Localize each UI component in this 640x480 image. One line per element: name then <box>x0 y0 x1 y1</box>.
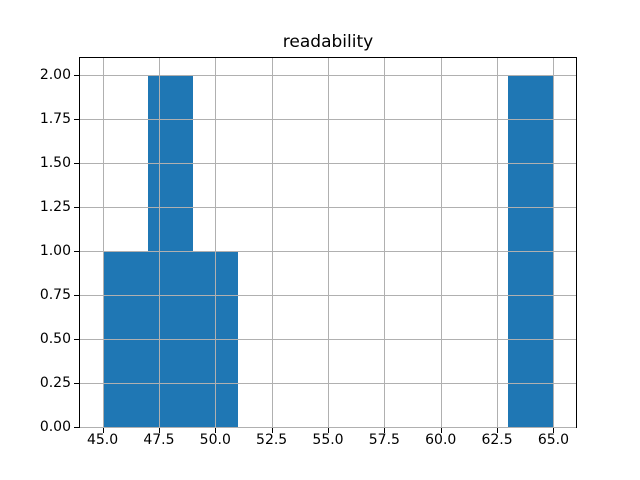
y-tick-mark <box>74 427 79 429</box>
x-tick-label: 57.5 <box>368 431 400 448</box>
y-tick-label: 1.75 <box>39 110 71 127</box>
x-gridline <box>440 57 442 428</box>
x-gridline <box>158 57 160 428</box>
x-tick-label: 60.0 <box>425 431 457 448</box>
y-tick-label: 0.50 <box>39 330 71 347</box>
x-tick-mark <box>497 428 499 434</box>
x-tick-label: 55.0 <box>312 431 344 448</box>
x-gridline <box>271 57 273 428</box>
y-tick-mark <box>74 339 79 341</box>
x-gridline <box>215 57 217 428</box>
x-gridline <box>384 57 386 428</box>
y-tick-label: 2.00 <box>39 66 71 83</box>
x-tick-mark <box>440 428 442 434</box>
y-tick-label: 0.25 <box>39 374 71 391</box>
y-tick-mark <box>74 295 79 297</box>
x-tick-mark <box>215 428 217 434</box>
y-gridline <box>80 295 576 297</box>
y-gridline <box>80 163 576 165</box>
x-gridline <box>102 57 104 428</box>
y-tick-mark <box>74 383 79 385</box>
y-gridline <box>80 75 576 77</box>
y-gridline <box>80 427 576 429</box>
y-gridline <box>80 207 576 209</box>
y-tick-label: 1.00 <box>39 242 71 259</box>
x-tick-label: 47.5 <box>143 431 175 448</box>
y-tick-mark <box>74 207 79 209</box>
y-tick-label: 1.50 <box>39 154 71 171</box>
y-tick-mark <box>74 119 79 121</box>
y-tick-mark <box>74 163 79 165</box>
x-tick-label: 62.5 <box>481 431 513 448</box>
x-tick-mark <box>384 428 386 434</box>
x-tick-label: 50.0 <box>199 431 231 448</box>
y-tick-label: 0.00 <box>39 418 71 435</box>
y-tick-mark <box>74 75 79 77</box>
x-tick-mark <box>102 428 104 434</box>
plot-area <box>79 56 577 429</box>
x-gridline <box>497 57 499 428</box>
x-gridline <box>553 57 555 428</box>
x-tick-mark <box>158 428 160 434</box>
x-tick-label: 65.0 <box>537 431 570 448</box>
y-gridline <box>80 383 576 385</box>
grid-layer <box>80 57 576 429</box>
x-tick-mark <box>553 428 555 434</box>
x-tick-label: 52.5 <box>256 431 288 448</box>
x-tick-label: 45.0 <box>86 431 119 448</box>
y-tick-mark <box>74 251 79 253</box>
chart-title: readability <box>282 32 374 52</box>
y-tick-label: 0.75 <box>39 286 71 303</box>
x-tick-mark <box>328 428 329 434</box>
y-gridline <box>80 119 576 121</box>
y-gridline <box>80 251 576 253</box>
y-gridline <box>80 339 576 341</box>
x-tick-mark <box>271 428 273 434</box>
x-gridline <box>328 57 329 428</box>
y-tick-label: 1.25 <box>39 198 71 215</box>
